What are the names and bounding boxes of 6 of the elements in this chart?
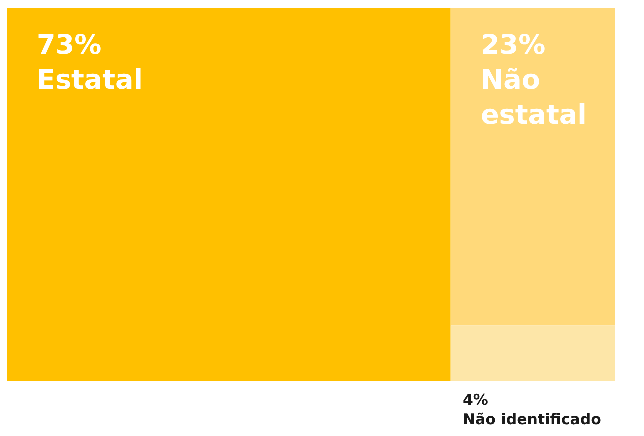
category-label: Não estatal (481, 65, 587, 132)
category-label: Não identificado (463, 410, 602, 428)
data-label: 23% (481, 30, 546, 61)
category-label: Estatal (37, 65, 144, 96)
data-label: 4% (463, 391, 488, 409)
data-label: 73% (37, 30, 102, 61)
